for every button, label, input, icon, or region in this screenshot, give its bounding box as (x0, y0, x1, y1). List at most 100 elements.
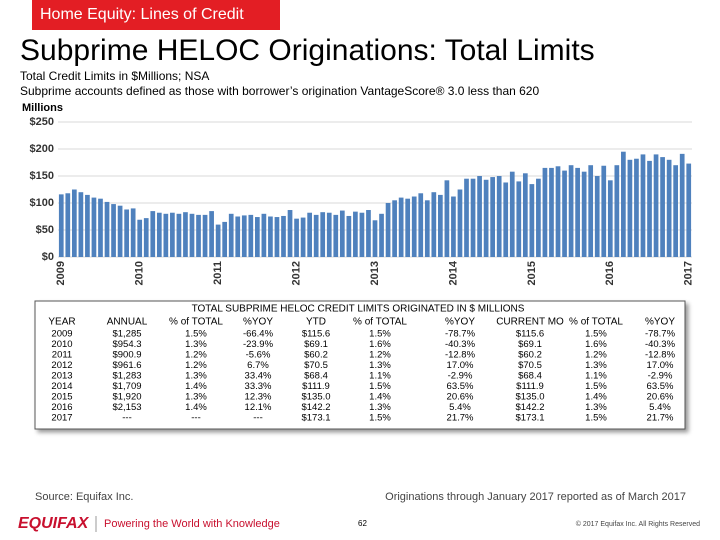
bar (581, 171, 587, 257)
table-cell: 2017 (51, 413, 72, 424)
bar (65, 193, 71, 257)
tagline: Powering the World with Knowledge (104, 518, 280, 530)
bar (555, 166, 561, 257)
table-cell: 1.5% (185, 329, 207, 340)
table-cell: 1.5% (585, 329, 607, 340)
table-cell: 1.6% (369, 339, 391, 350)
table-cell: 21.7% (647, 413, 674, 424)
bar (640, 154, 646, 257)
y-tick-label: $250 (30, 116, 54, 128)
table-cell: 1.5% (369, 329, 391, 340)
table-cell: 12.3% (245, 392, 272, 403)
table-cell: 2014 (51, 381, 72, 392)
column-header: % of TOTAL (569, 317, 623, 328)
table-cell: 1.2% (185, 350, 207, 361)
bar (503, 182, 509, 257)
table-cell: $173.1 (515, 413, 544, 424)
table-cell: $111.9 (302, 381, 330, 392)
table-cell: $1,283 (112, 371, 141, 382)
bar (509, 171, 515, 257)
table-cell: 1.6% (585, 339, 607, 350)
bar (78, 192, 84, 257)
bar (222, 221, 228, 257)
bar (647, 160, 652, 257)
bar (451, 196, 456, 257)
y-tick-label: $200 (30, 143, 54, 155)
table-cell: 1.2% (369, 350, 391, 361)
table-cell: $68.4 (304, 371, 328, 382)
bar (313, 214, 319, 257)
bar (58, 194, 64, 257)
y-tick-label: $150 (30, 170, 54, 182)
column-header: %YOY (243, 317, 273, 328)
bar (307, 212, 312, 257)
table-cell: -2.9% (648, 371, 673, 382)
logo: EQUIFAX (18, 515, 90, 532)
table-cell: -78.7% (645, 329, 676, 340)
bar (254, 217, 260, 257)
bar (536, 178, 541, 257)
subtitle: Total Credit Limits in $Millions; NSA (20, 69, 209, 83)
bar (281, 215, 286, 257)
bar (228, 213, 234, 257)
bar (457, 189, 463, 257)
table-cell: 2009 (51, 329, 72, 340)
table-cell: $2,153 (112, 402, 141, 413)
bar (477, 176, 482, 257)
table-cell: 2013 (51, 371, 72, 382)
subtitle: Subprime accounts defined as those with … (20, 84, 539, 98)
bar (392, 200, 397, 257)
bar (614, 165, 620, 257)
table-cell: -12.8% (445, 350, 476, 361)
table-cell: 1.5% (585, 381, 607, 392)
column-header: %YOY (645, 317, 675, 328)
page-number: 62 (358, 519, 367, 528)
bar (359, 212, 365, 257)
bar (588, 165, 594, 257)
table-cell: -66.4% (243, 329, 274, 340)
bar (333, 214, 339, 257)
table-cell: 1.3% (185, 371, 207, 382)
bar (98, 198, 103, 257)
bar (111, 204, 116, 257)
bar (366, 210, 371, 257)
table-cell: $142.2 (301, 402, 330, 413)
bar (516, 181, 522, 257)
table-cell: 1.3% (585, 360, 607, 371)
table-cell: $1,920 (112, 392, 141, 403)
table-cell: $69.1 (304, 339, 328, 350)
table-cell: $70.5 (304, 360, 328, 371)
bar (562, 170, 567, 257)
table-title: TOTAL SUBPRIME HELOC CREDIT LIMITS ORIGI… (192, 304, 525, 315)
bar (274, 217, 280, 257)
x-tick-label: 2016 (604, 261, 616, 285)
bar (91, 197, 97, 257)
table-cell: 1.4% (185, 381, 207, 392)
table-cell: 20.6% (647, 392, 674, 403)
table-cell: $68.4 (518, 371, 542, 382)
table-cell: $70.5 (518, 360, 542, 371)
table-cell: -5.6% (246, 350, 271, 361)
table-box (34, 300, 686, 430)
bar (496, 176, 502, 257)
table-cell: 1.1% (369, 371, 391, 382)
table-cell: 6.7% (247, 360, 269, 371)
bar (143, 218, 149, 257)
bar (150, 211, 156, 257)
badge: Home Equity: Lines of Credit (40, 6, 244, 23)
bar (379, 213, 384, 257)
table-cell: $1,285 (112, 329, 141, 340)
bar (542, 167, 548, 257)
bar (163, 213, 169, 257)
column-header: %YOY (445, 317, 475, 328)
bar (621, 151, 626, 257)
table-cell: $115.6 (516, 329, 544, 340)
bar (385, 203, 391, 257)
copyright: © 2017 Equifax Inc. All Rights Reserved (576, 520, 700, 528)
table-cell: -40.3% (445, 339, 476, 350)
table-cell: --- (253, 413, 263, 424)
bar (438, 194, 443, 257)
table-cell: -23.9% (243, 339, 274, 350)
table-cell: 1.3% (369, 402, 391, 413)
table-cell: 1.3% (585, 402, 607, 413)
